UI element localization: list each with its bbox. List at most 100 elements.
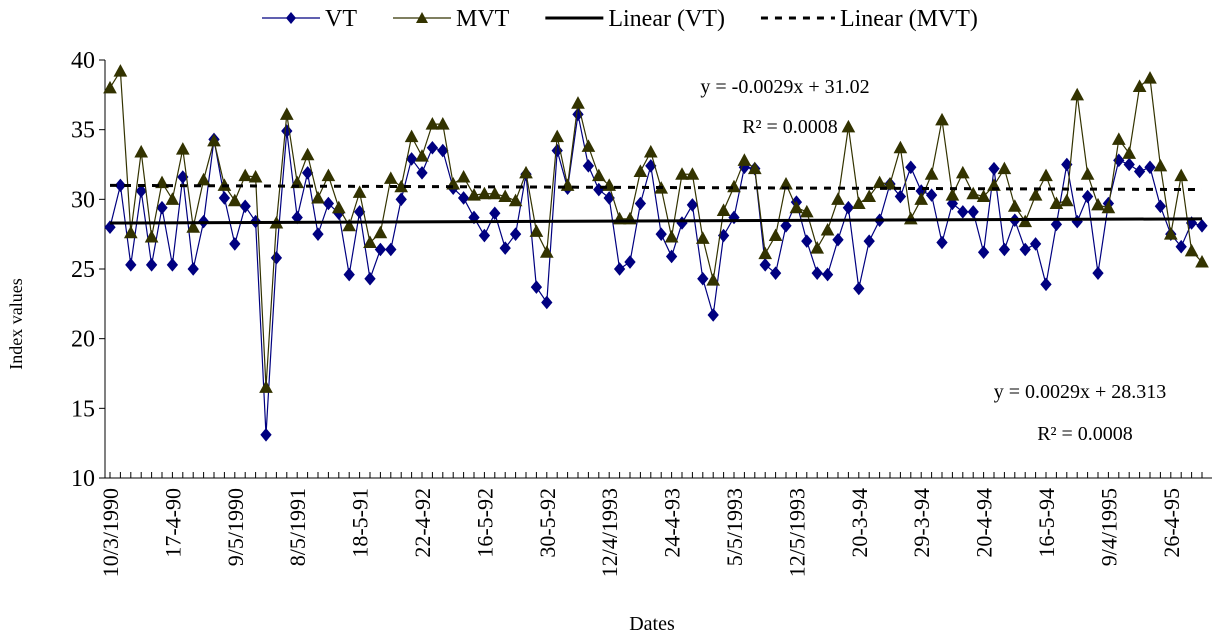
mvt-marker bbox=[862, 189, 877, 203]
mvt-marker bbox=[352, 185, 367, 198]
vt-marker bbox=[260, 428, 272, 442]
mvt-marker bbox=[1122, 146, 1137, 159]
y-axis-label: Index values bbox=[6, 278, 26, 369]
vt-marker bbox=[665, 249, 678, 264]
vt-marker bbox=[135, 184, 147, 198]
mvt-marker bbox=[1143, 71, 1157, 84]
legend-label: Linear (VT) bbox=[608, 6, 725, 32]
mvt-marker bbox=[883, 176, 897, 190]
mvt-marker bbox=[123, 225, 138, 239]
mvt-marker bbox=[383, 171, 398, 184]
vt-marker bbox=[905, 160, 917, 175]
mvt-marker bbox=[477, 186, 492, 200]
vt-marker bbox=[697, 271, 709, 286]
mvt-marker bbox=[1018, 214, 1033, 228]
mvt-marker bbox=[768, 228, 783, 242]
vt-marker bbox=[1071, 214, 1083, 229]
mvt-marker bbox=[300, 147, 315, 161]
mvt-marker bbox=[976, 189, 991, 203]
mvt-marker bbox=[1195, 254, 1209, 268]
mvt-marker bbox=[664, 229, 679, 243]
vt-marker bbox=[977, 245, 990, 260]
mvt-marker bbox=[893, 140, 908, 154]
mvt-marker bbox=[508, 193, 523, 207]
vt-marker bbox=[1154, 199, 1167, 214]
vt-marker bbox=[489, 206, 501, 221]
mvt-marker bbox=[945, 188, 960, 201]
vt-marker bbox=[1019, 242, 1031, 257]
x-tick-label: 29-3-94 bbox=[909, 488, 934, 558]
x-tick-label: 20-3-94 bbox=[847, 488, 872, 558]
vt-marker bbox=[1040, 277, 1052, 292]
vt-marker bbox=[385, 242, 397, 257]
vt-marker bbox=[821, 267, 834, 282]
mvt-marker bbox=[165, 192, 180, 205]
x-tick-label: 8/5/1991 bbox=[285, 488, 310, 566]
mvt-marker bbox=[539, 245, 554, 258]
mvt-marker bbox=[789, 200, 804, 214]
vt-marker bbox=[457, 191, 470, 205]
vt-marker bbox=[811, 266, 823, 280]
vt-marker bbox=[655, 227, 667, 241]
y-tick-label: 35 bbox=[71, 118, 95, 144]
vt-marker bbox=[187, 262, 199, 276]
mvt-marker bbox=[1184, 243, 1199, 257]
mvt-marker bbox=[519, 165, 533, 179]
vt-marker bbox=[967, 205, 979, 219]
mvt-marker bbox=[581, 139, 596, 152]
vt-marker bbox=[998, 242, 1011, 257]
vt-marker bbox=[312, 227, 324, 241]
mvt-marker bbox=[498, 189, 513, 203]
vt-marker bbox=[769, 266, 782, 280]
x-tick-label: 9/4/1995 bbox=[1096, 488, 1121, 566]
x-axis-label: Dates bbox=[629, 613, 675, 635]
trend-line bbox=[109, 183, 1203, 192]
vt-marker bbox=[853, 281, 865, 296]
vt-marker bbox=[676, 216, 688, 230]
vt-marker bbox=[613, 262, 626, 276]
mvt-marker bbox=[560, 178, 575, 191]
mvt-marker bbox=[1007, 199, 1022, 212]
vt-marker bbox=[499, 241, 511, 255]
mvt-marker bbox=[1153, 158, 1168, 172]
series-line bbox=[109, 114, 1203, 435]
x-tick-label: 12/4/1993 bbox=[597, 488, 622, 577]
mvt-marker bbox=[747, 161, 762, 175]
mvt-marker bbox=[706, 273, 721, 286]
x-tick-label: 26-4-95 bbox=[1159, 488, 1184, 558]
mvt-marker bbox=[1174, 168, 1189, 182]
vt-marker bbox=[1144, 160, 1156, 175]
vt-marker bbox=[624, 255, 636, 269]
legend-marker bbox=[416, 12, 428, 23]
vt-marker bbox=[229, 237, 241, 251]
mvt-marker bbox=[831, 192, 845, 205]
x-tick-label: 10/3/1990 bbox=[98, 488, 123, 577]
vt-marker bbox=[426, 140, 439, 155]
vt-marker bbox=[1029, 237, 1042, 251]
vt-marker bbox=[218, 191, 231, 205]
mvt-marker bbox=[1163, 227, 1178, 240]
vt-marker bbox=[936, 235, 948, 250]
mvt-marker bbox=[685, 167, 700, 180]
vt-marker bbox=[582, 159, 595, 173]
legend-label: MVT bbox=[456, 6, 510, 32]
mvt-marker bbox=[810, 241, 825, 254]
mvt-marker bbox=[103, 80, 117, 94]
vt-marker bbox=[156, 200, 168, 215]
mvt-marker bbox=[435, 117, 450, 130]
mvt-marker bbox=[248, 169, 263, 183]
mvt-marker bbox=[675, 167, 689, 180]
vt-marker bbox=[405, 152, 418, 166]
trend-line bbox=[109, 217, 1203, 225]
x-tick-label: 12/5/1993 bbox=[784, 488, 809, 577]
vt-marker bbox=[239, 199, 251, 214]
mvt-marker bbox=[716, 203, 731, 216]
mvt-marker bbox=[321, 168, 336, 182]
mvt-marker bbox=[1080, 167, 1095, 180]
mvt-marker bbox=[487, 186, 502, 200]
vt-marker bbox=[1133, 164, 1146, 179]
mvt-marker bbox=[633, 164, 648, 177]
mvt-marker bbox=[259, 380, 273, 393]
mvt-marker bbox=[1028, 188, 1043, 201]
